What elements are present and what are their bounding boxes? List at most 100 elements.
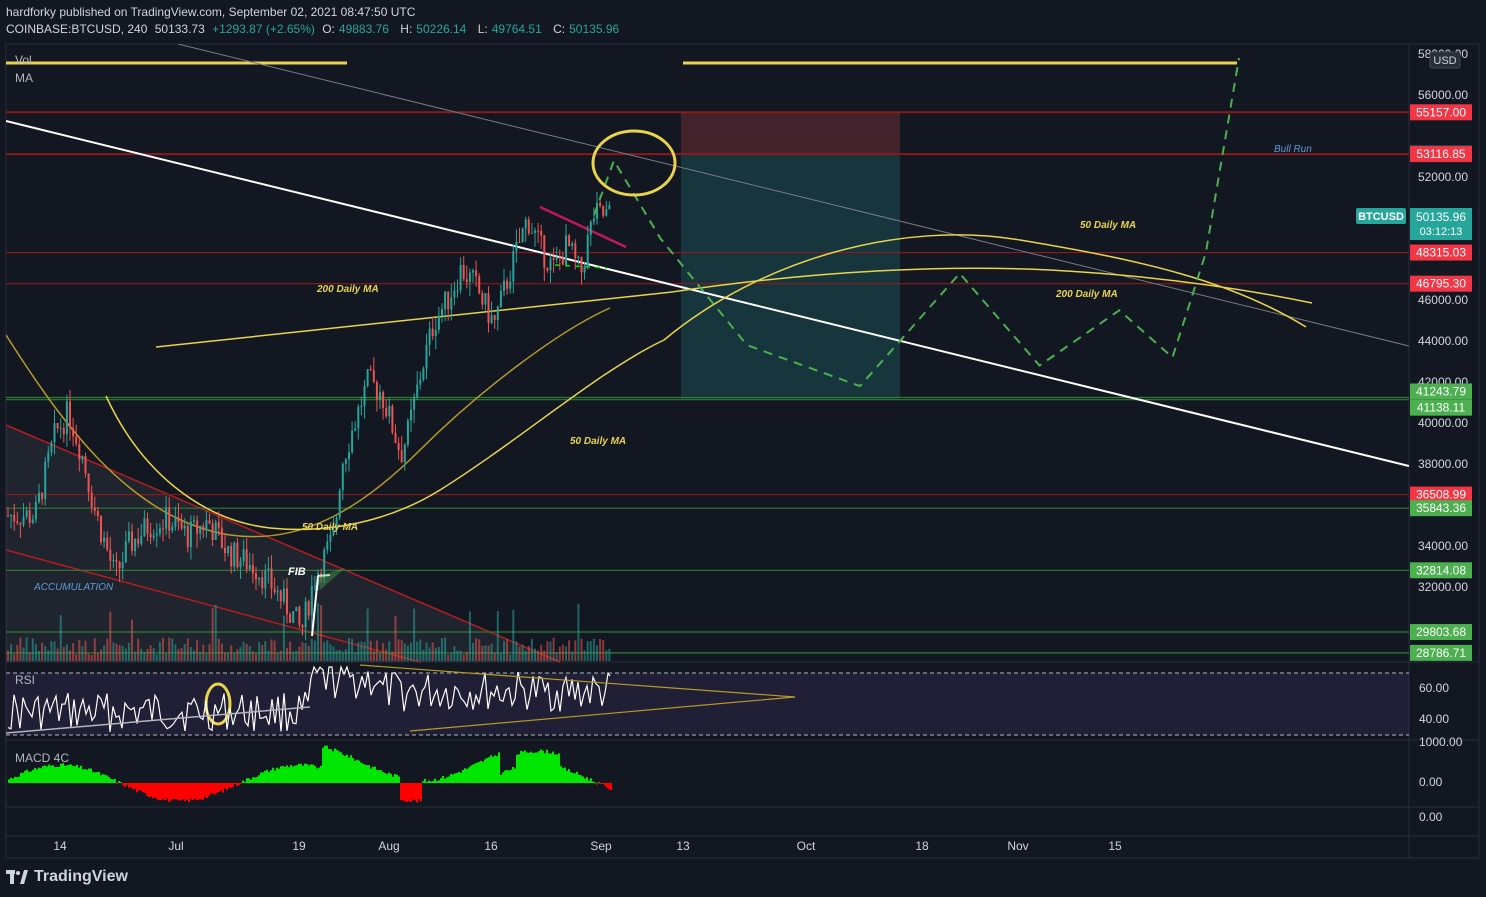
macd-bar <box>604 783 606 786</box>
macd-bar <box>576 771 578 783</box>
macd-bar <box>44 765 46 783</box>
price-level-value: 46795.30 <box>1416 277 1466 291</box>
volume-bar <box>298 646 301 661</box>
volume-bar <box>211 607 214 661</box>
gray-trendline[interactable] <box>177 44 1409 347</box>
candle-body <box>28 510 31 523</box>
macd-bar <box>232 783 234 788</box>
volume-bar <box>100 649 102 661</box>
macd-label[interactable]: MACD 4C <box>15 751 69 765</box>
x-tick-label: 14 <box>53 839 67 853</box>
candle-body <box>258 577 261 580</box>
volume-bar <box>391 651 394 661</box>
candle-body <box>459 264 462 291</box>
macd-bar <box>118 781 120 783</box>
highlight-circle[interactable] <box>591 129 677 197</box>
macd-bar <box>546 749 548 783</box>
macd-bar <box>432 780 434 783</box>
symbol-name[interactable]: COINBASE:BTCUSD, 240 <box>6 22 148 36</box>
candle-body <box>456 290 459 292</box>
macd-bar <box>76 764 78 783</box>
macd-bar <box>512 766 514 783</box>
macd-bar <box>542 750 544 783</box>
volume-bar <box>289 641 292 661</box>
candle-body <box>561 257 564 265</box>
candle-body <box>341 463 344 491</box>
volume-bar <box>341 651 344 661</box>
candle-body <box>530 232 533 234</box>
projection-path[interactable] <box>593 57 1240 388</box>
volume-bar <box>537 650 540 661</box>
volume-bar <box>96 653 99 661</box>
volume-bar <box>248 646 251 661</box>
macd-bar <box>218 783 220 793</box>
macd-bar <box>142 783 144 793</box>
chart-header: hardforky published on TradingView.com, … <box>6 4 627 38</box>
candle-body <box>326 541 329 550</box>
rsi-label[interactable]: RSI <box>15 673 35 687</box>
macd-histogram <box>8 745 612 803</box>
macd-bar <box>104 774 106 783</box>
volume-bar <box>571 651 574 661</box>
candle-body <box>310 586 313 616</box>
ma-label[interactable]: MA <box>15 71 33 85</box>
volume-bar <box>22 647 25 661</box>
stop-zone-box[interactable] <box>681 113 900 155</box>
macd-bar <box>374 766 376 783</box>
macd-bar <box>508 770 510 783</box>
volume-bar <box>574 640 577 661</box>
ma200-projected-curve <box>671 267 1313 304</box>
volume-bar <box>580 638 583 661</box>
wedge-top-line[interactable] <box>539 205 627 249</box>
macd-bar <box>198 783 200 800</box>
macd-bar <box>606 783 608 788</box>
volume-bar <box>385 649 388 661</box>
volume-bar <box>472 642 474 661</box>
macd-bar <box>588 780 590 783</box>
price-axis[interactable]: 58000.0056000.0052000.0046000.0044000.00… <box>1410 47 1472 824</box>
candle-body <box>437 315 440 330</box>
macd-bar <box>406 783 408 803</box>
currency-badge[interactable]: USD <box>1433 55 1456 67</box>
candle-body <box>65 401 68 435</box>
candle-body <box>208 520 211 524</box>
vol-label[interactable]: Vol <box>15 53 32 67</box>
macd-bar <box>488 757 490 783</box>
volume-bar <box>10 644 13 661</box>
candle-body <box>298 606 301 625</box>
macd-bar <box>58 766 60 783</box>
white-trendline[interactable] <box>6 120 1409 467</box>
macd-bar <box>290 765 292 783</box>
macd-bar <box>258 775 260 783</box>
volume-bar <box>447 654 450 661</box>
candle-body <box>447 291 450 310</box>
volume-bar <box>518 646 521 661</box>
macd-bar <box>62 763 64 783</box>
macd-bar <box>498 752 500 783</box>
price-level-tag <box>1410 399 1472 416</box>
macd-bar <box>326 745 328 783</box>
macd-bar <box>568 769 570 783</box>
tradingview-logo[interactable]: TradingView <box>6 868 128 886</box>
volume-bar <box>28 652 31 661</box>
macd-bar <box>556 754 558 783</box>
y-tick-label: 34000.00 <box>1418 539 1468 553</box>
candle-body <box>186 525 189 548</box>
ma50-early-curve <box>6 307 611 538</box>
candle-body <box>276 590 279 593</box>
volume-bar <box>217 638 220 661</box>
candle-body <box>608 205 611 210</box>
chart-frame <box>5 43 1480 859</box>
macd-bar <box>176 783 178 800</box>
macd-bar <box>472 764 474 783</box>
volume-bar <box>543 650 546 661</box>
macd-bar <box>520 750 522 783</box>
time-axis[interactable]: 14 Jul 19 Aug 16 Sep 13 Oct 18 Nov 15 <box>53 839 1122 853</box>
volume-bar <box>605 650 608 661</box>
candle-body <box>22 516 25 525</box>
candle-body <box>180 521 183 529</box>
macd-bar <box>510 769 512 783</box>
macd-bar <box>538 751 540 783</box>
candle-body <box>100 516 102 543</box>
